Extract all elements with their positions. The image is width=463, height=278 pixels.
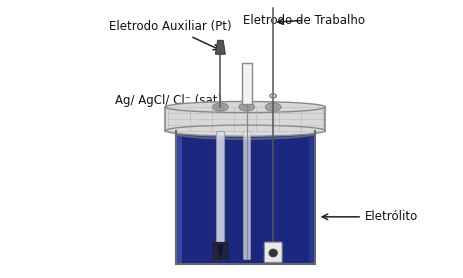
Bar [242,63,252,104]
Ellipse shape [176,128,315,139]
Bar [176,133,182,264]
Ellipse shape [268,105,278,110]
Ellipse shape [215,105,225,110]
FancyBboxPatch shape [213,242,228,259]
Ellipse shape [266,103,281,111]
Ellipse shape [165,101,325,113]
Polygon shape [217,245,224,260]
Text: Eletrólito: Eletrólito [322,210,418,223]
Bar [244,131,250,259]
Ellipse shape [239,103,255,111]
Bar [165,107,325,131]
Ellipse shape [213,103,228,111]
Bar [309,133,315,264]
Ellipse shape [269,249,277,257]
Text: Eletrodo de Trabalho: Eletrodo de Trabalho [243,14,365,27]
Text: Eletrodo Auxiliar (Pt): Eletrodo Auxiliar (Pt) [109,20,232,50]
FancyBboxPatch shape [264,242,282,262]
Bar [217,131,224,259]
Polygon shape [215,40,225,54]
Ellipse shape [165,125,325,136]
Text: Ag/ AgCl/ Cl⁻ (sat): Ag/ AgCl/ Cl⁻ (sat) [115,94,222,118]
Bar [176,133,315,264]
Ellipse shape [242,105,252,110]
